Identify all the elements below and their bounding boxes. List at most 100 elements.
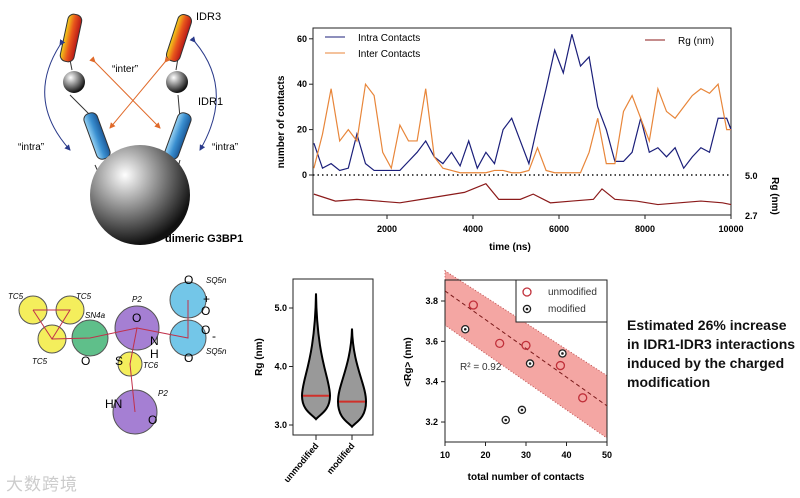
- y-tick-label: 40: [297, 79, 307, 89]
- y-tick-label: 5.0: [274, 303, 287, 313]
- inter-label: “inter”: [112, 64, 138, 75]
- point-modified-dot: [463, 327, 467, 331]
- x-tick-label: 40: [561, 450, 571, 460]
- y-tick-label: 3.8: [425, 296, 438, 306]
- y-tick-label: 20: [297, 125, 307, 135]
- legend-marker-modified-dot: [525, 307, 529, 311]
- contacts-time-series-chart: time (ns) number of contacts 5.0 2.7 Rg …: [276, 27, 780, 253]
- watermark: 大数跨境: [6, 475, 78, 494]
- bead-bonds: [32, 300, 189, 413]
- atom-o: O: [184, 273, 193, 287]
- x-tick-label: 20: [480, 450, 490, 460]
- x-tick-label: 10000: [718, 224, 743, 234]
- y-tick-label: 4.0: [274, 362, 287, 372]
- x-tick-label: 2000: [377, 224, 397, 234]
- intra-arrow: [189, 36, 217, 151]
- atom-o: O: [81, 354, 90, 368]
- x-axis-label: time (ns): [489, 242, 531, 253]
- point-unmodified: [468, 300, 479, 310]
- atom-o: O: [148, 413, 157, 427]
- x-tick-label: 8000: [635, 224, 655, 234]
- bead-label: P2: [158, 389, 168, 398]
- point-unmodified: [495, 338, 505, 349]
- legend-rg: Rg (nm): [678, 36, 714, 47]
- bead-label: TC6: [143, 361, 159, 370]
- charge-minus: -: [212, 329, 216, 343]
- bead-label: SQ5n: [206, 276, 227, 285]
- bead-label: TC5: [76, 292, 92, 301]
- atom-s: S: [115, 354, 123, 368]
- x-tick-label: 10: [440, 450, 450, 460]
- atom-n: N: [150, 334, 159, 348]
- rg-vs-contacts-scatter: total number of contacts <Rg> (nm) R² = …: [403, 269, 612, 483]
- point-unmodified: [578, 393, 588, 403]
- g3bp1-sphere: [90, 145, 190, 245]
- bead-label: P2: [132, 295, 142, 304]
- x-tick-label: 30: [521, 450, 531, 460]
- idr1-label: IDR1: [198, 96, 223, 108]
- point-unmodified: [521, 340, 531, 351]
- legend-intra: Intra Contacts: [358, 33, 420, 44]
- modification-molecule: TC5 TC5 TC5 SN4a P2 SQ5n SQ5n TC6 P2 O N…: [8, 273, 227, 435]
- series-line-rg: [313, 182, 732, 206]
- idr3-cylinder-right: [165, 14, 193, 62]
- point-modified-dot: [504, 418, 508, 422]
- legend-inter: Inter Contacts: [358, 49, 420, 60]
- idr1-cylinder-left: [83, 112, 111, 160]
- y-tick-label: 3.0: [274, 420, 287, 430]
- atom-hn: HN: [105, 397, 122, 411]
- r-squared-annotation: R² = 0.92: [460, 362, 502, 373]
- point-modified-dot: [528, 362, 532, 365]
- atom-o: O: [132, 311, 141, 325]
- legend-modified: modified: [548, 304, 586, 315]
- point-modified-dot: [520, 408, 524, 412]
- g3bp1-diagram: IDR3 IDR1 “inter” “intra” “intra” dimeri…: [18, 11, 243, 245]
- y-tick-label: 60: [297, 34, 307, 44]
- x-tick-label: 6000: [549, 224, 569, 234]
- charge-plus: +: [203, 292, 210, 306]
- rg-tick-label: 2.7: [745, 211, 758, 221]
- linker-sphere-right: [166, 71, 188, 93]
- legend-unmodified: unmodified: [548, 287, 597, 298]
- bead-label: TC5: [32, 357, 48, 366]
- rg-violin-chart: Rg (nm) 3.0 4.0 5.0 unmodified modified: [254, 278, 374, 485]
- series-line-inter: [313, 82, 731, 174]
- bead-label: SN4a: [85, 311, 106, 320]
- y-tick-label: 3.4: [425, 377, 438, 387]
- bead-label: SQ5n: [206, 347, 227, 356]
- idr3-cylinder-left: [59, 13, 83, 63]
- intra-label-right: “intra”: [212, 142, 238, 153]
- violin-unmodified: [300, 293, 332, 421]
- y-axis-label: Rg (nm): [254, 338, 265, 376]
- intra-label-left: “intra”: [18, 142, 44, 153]
- y-tick-label: 0: [302, 170, 307, 180]
- conclusion-note: Estimated 26% increase in IDR1-IDR3 inte…: [627, 317, 796, 390]
- linker-sphere-left: [63, 71, 85, 93]
- atom-o: O: [201, 323, 210, 337]
- idr3-label: IDR3: [196, 11, 221, 23]
- fit-line: [444, 290, 608, 407]
- plot-frame: [292, 278, 374, 436]
- x-tick-label: 4000: [463, 224, 483, 234]
- rg-axis-label: Rg (nm): [769, 177, 780, 215]
- y-tick-label: 3.6: [425, 336, 438, 346]
- point-modified-dot: [561, 352, 564, 355]
- atom-h: H: [150, 347, 159, 361]
- y-axis-label: number of contacts: [276, 75, 287, 168]
- legend-marker-unmodified: [522, 287, 532, 297]
- rg-tick-label: 5.0: [745, 171, 758, 181]
- plot-frame: [312, 27, 732, 216]
- y-axis-label: <Rg> (nm): [403, 337, 414, 386]
- point-unmodified: [555, 360, 566, 371]
- intra-arrow: [44, 39, 71, 151]
- g3bp1-label: dimeric G3BP1: [165, 233, 243, 245]
- x-tick-label: modified: [325, 441, 357, 476]
- violin-modified: [336, 328, 368, 429]
- x-tick-label: 50: [602, 450, 612, 460]
- atom-o: O: [184, 351, 193, 365]
- y-tick-label: 3.2: [425, 417, 438, 427]
- series-line-intra: [313, 34, 732, 172]
- x-tick-label: unmodified: [282, 441, 321, 485]
- legend-box: [515, 279, 608, 323]
